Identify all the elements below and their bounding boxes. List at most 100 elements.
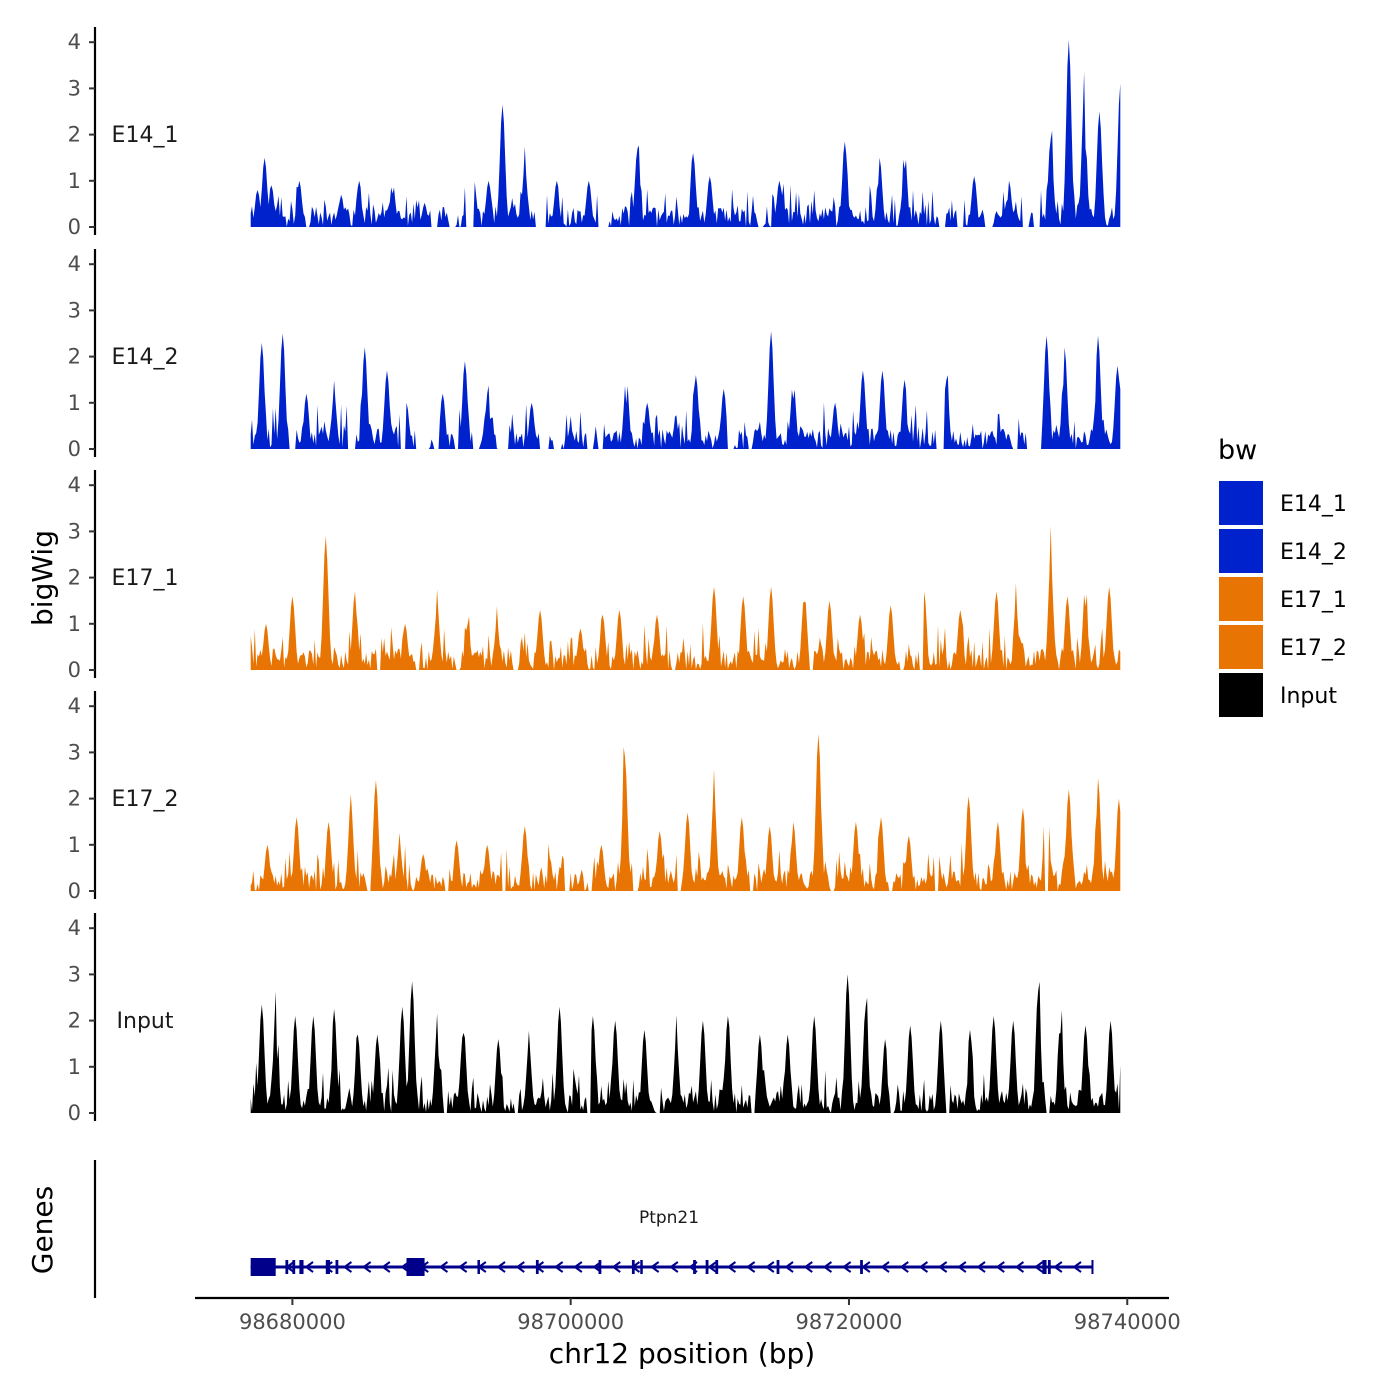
y-tick-label: 0 xyxy=(68,658,81,682)
strand-arrow xyxy=(381,1261,391,1273)
legend: bw E14_1 E14_2 E17_1 E17_2 Input xyxy=(1217,435,1347,719)
strand-arrow xyxy=(573,1261,583,1273)
strand-arrow xyxy=(496,1261,506,1273)
track-E14_2: 0 1 2 3 4 E14_2 xyxy=(68,248,1121,461)
legend-key-Input xyxy=(1217,671,1265,719)
y-tick-label: 4 xyxy=(68,30,81,54)
legend-label-E14_1: E14_1 xyxy=(1280,492,1347,517)
exon xyxy=(631,1260,635,1274)
y-tick-label: 0 xyxy=(68,1101,81,1125)
exon xyxy=(693,1260,696,1274)
legend-title: bw xyxy=(1218,435,1257,466)
strand-arrow xyxy=(611,1261,621,1273)
strand-arrow xyxy=(957,1261,967,1273)
strand-arrow xyxy=(342,1261,353,1273)
y-tick-label: 0 xyxy=(68,437,81,461)
track-label-E17_1: E17_1 xyxy=(112,566,179,591)
signal-area-E17_2 xyxy=(250,733,1121,891)
x-axis: chr12 position (bp) 98680000 98700000 9872… xyxy=(195,1296,1181,1370)
y-tick-label: 3 xyxy=(68,298,81,322)
y-tick-label: 1 xyxy=(68,169,81,193)
legend-label-E14_2: E14_2 xyxy=(1280,540,1347,565)
signal-area-E17_1 xyxy=(250,525,1121,670)
signal-area-E14_2 xyxy=(250,331,1121,449)
y-tick-label: 4 xyxy=(68,473,81,497)
legend-key-E14_1 xyxy=(1217,479,1265,527)
strand-arrow xyxy=(515,1261,525,1273)
strand-arrow xyxy=(880,1261,890,1273)
x-tick-label: 98700000 xyxy=(517,1310,624,1334)
track-label-E14_1: E14_1 xyxy=(112,123,179,148)
y-axis-title: bigWig xyxy=(26,530,59,626)
strand-arrow xyxy=(784,1261,794,1273)
y-tick-label: 1 xyxy=(68,833,81,857)
exon xyxy=(250,1258,276,1276)
strand-arrow xyxy=(304,1261,314,1273)
y-tick-label: 3 xyxy=(68,519,81,543)
exon xyxy=(1047,1260,1051,1274)
y-tick-label: 3 xyxy=(68,962,81,986)
exon xyxy=(715,1260,719,1274)
exon xyxy=(776,1260,780,1274)
exon xyxy=(477,1260,480,1274)
strand-arrow xyxy=(822,1261,833,1273)
exon xyxy=(325,1260,330,1274)
strand-arrow xyxy=(937,1261,948,1273)
strand-arrow xyxy=(649,1261,660,1273)
strand-arrow xyxy=(726,1261,737,1273)
strand-arrow xyxy=(457,1261,468,1273)
strand-arrow xyxy=(765,1261,775,1273)
y-tick-label: 2 xyxy=(68,1009,81,1033)
y-tick-label: 4 xyxy=(68,252,81,276)
exon xyxy=(640,1260,643,1274)
signal-area-E14_1 xyxy=(250,39,1121,228)
y-tick-label: 4 xyxy=(68,916,81,940)
track-label-Input: Input xyxy=(117,1009,174,1034)
track-label-E14_2: E14_2 xyxy=(112,345,179,370)
x-tick-label: 98720000 xyxy=(796,1310,903,1334)
strand-arrow xyxy=(361,1261,372,1273)
legend-label-E17_1: E17_1 xyxy=(1280,588,1347,613)
y-tick-label: 3 xyxy=(68,740,81,764)
strand-arrow xyxy=(841,1261,852,1273)
exon xyxy=(598,1260,602,1274)
exon xyxy=(299,1260,304,1274)
legend-key-E17_1 xyxy=(1217,575,1265,623)
legend-label-Input: Input xyxy=(1280,684,1337,709)
signal-area-Input xyxy=(250,974,1121,1113)
x-axis-title: chr12 position (bp) xyxy=(549,1337,815,1370)
track-E17_2: 0 1 2 3 4 E17_2 xyxy=(68,690,1121,903)
exon xyxy=(535,1260,539,1274)
track-label-E17_2: E17_2 xyxy=(112,787,179,812)
y-tick-label: 2 xyxy=(68,787,81,811)
y-tick-label: 0 xyxy=(68,879,81,903)
genes-axis-title: Genes xyxy=(26,1186,59,1274)
strand-arrow xyxy=(1033,1261,1044,1273)
y-tick-label: 4 xyxy=(68,694,81,718)
exon xyxy=(406,1258,425,1276)
strand-arrow xyxy=(899,1261,909,1273)
gene-track: Ptpn21 Genes xyxy=(26,1160,1094,1298)
y-tick-label: 1 xyxy=(68,391,81,415)
x-tick-label: 98740000 xyxy=(1074,1310,1181,1334)
strand-arrow xyxy=(995,1261,1005,1273)
strand-arrow xyxy=(669,1261,679,1273)
strand-arrow xyxy=(1072,1261,1082,1273)
strand-arrow xyxy=(1014,1261,1025,1273)
exon xyxy=(860,1260,863,1274)
exon xyxy=(285,1260,289,1274)
y-tick-label: 2 xyxy=(68,123,81,147)
strand-arrow xyxy=(1053,1261,1063,1273)
strand-arrow xyxy=(438,1261,449,1273)
y-tick-label: 1 xyxy=(68,1055,81,1079)
track-Input: 0 1 2 3 4 Input xyxy=(68,912,1121,1125)
strand-arrow xyxy=(803,1261,813,1273)
y-tick-label: 3 xyxy=(68,76,81,100)
strand-arrow xyxy=(745,1261,756,1273)
exon xyxy=(292,1260,296,1274)
legend-key-E14_2 xyxy=(1217,527,1265,575)
y-tick-label: 1 xyxy=(68,612,81,636)
y-tick-label: 0 xyxy=(68,215,81,239)
track-E14_1: 0 1 2 3 4 E14_1 xyxy=(68,26,1121,239)
